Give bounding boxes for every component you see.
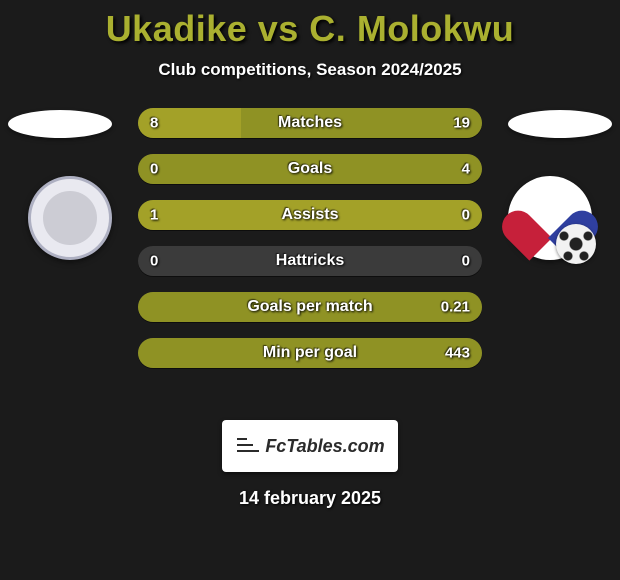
page-title: Ukadike vs C. Molokwu [0,0,620,50]
stat-left-value: 8 [150,115,158,132]
stat-right-value: 19 [453,115,470,132]
stat-bars: 8 Matches 19 0 Goals 4 1 Assists 0 0 Hattricks 0 Goa… [138,108,482,384]
stat-row: Goals per match 0.21 [138,292,482,322]
soccer-ball-icon [556,224,596,264]
stat-row: 0 Hattricks 0 [138,246,482,276]
stat-label: Min per goal [263,344,357,362]
left-player-oval [8,110,112,138]
stat-row: Min per goal 443 [138,338,482,368]
stat-label: Matches [278,114,342,132]
stat-row: 1 Assists 0 [138,200,482,230]
left-club-badge [28,176,112,260]
stat-left-value: 1 [150,207,158,224]
stat-left-value: 0 [150,161,158,178]
stat-right-value: 0 [462,253,470,270]
stat-row: 8 Matches 19 [138,108,482,138]
stat-label: Goals per match [247,298,372,316]
stat-row: 0 Goals 4 [138,154,482,184]
brand-box: FcTables.com [222,420,398,472]
subtitle: Club competitions, Season 2024/2025 [0,60,620,80]
stat-right-value: 0 [462,207,470,224]
stat-label: Hattricks [276,252,344,270]
brand-text: FcTables.com [265,436,384,457]
stat-label: Assists [282,206,339,224]
date-line: 14 february 2025 [0,488,620,509]
stat-right-value: 4 [462,161,470,178]
stat-right-value: 443 [445,345,470,362]
stat-left-value: 0 [150,253,158,270]
comparison-arena: 8 Matches 19 0 Goals 4 1 Assists 0 0 Hattricks 0 Goa… [0,108,620,408]
right-club-badge [508,176,592,260]
stat-right-value: 0.21 [441,299,470,316]
stat-label: Goals [288,160,332,178]
brand-chart-icon [235,436,261,456]
right-player-oval [508,110,612,138]
